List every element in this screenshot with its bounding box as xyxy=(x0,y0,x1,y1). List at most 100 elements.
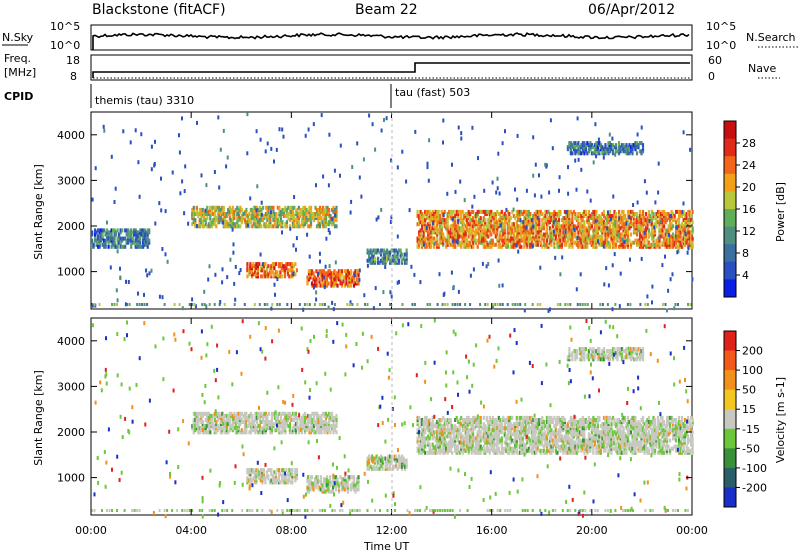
heatmap-cell xyxy=(249,207,252,212)
heatmap-cell xyxy=(459,303,462,306)
heatmap-cell xyxy=(577,157,580,162)
heatmap-cell xyxy=(330,413,334,418)
heatmap-cell xyxy=(556,224,559,229)
heatmap-cell xyxy=(283,476,286,481)
heatmap-cell xyxy=(251,224,254,229)
heatmap-cell xyxy=(273,282,276,287)
heatmap-cell xyxy=(333,275,336,280)
heatmap-cell xyxy=(619,226,622,231)
heatmap-cell xyxy=(101,228,104,233)
heatmap-cell xyxy=(275,220,278,225)
heatmap-cell xyxy=(389,252,392,257)
heatmap-cell xyxy=(656,220,660,225)
heatmap-cell xyxy=(611,216,615,221)
heatmap-cell xyxy=(264,411,267,416)
heatmap-cell xyxy=(246,478,249,483)
heatmap-cell xyxy=(457,232,460,237)
heatmap-cell xyxy=(672,236,675,241)
heatmap-cell xyxy=(280,262,283,267)
heatmap-cell xyxy=(626,209,630,214)
heatmap-cell xyxy=(443,222,446,227)
heatmap-cell xyxy=(343,481,347,486)
heatmap-cell xyxy=(125,279,127,284)
heatmap-cell xyxy=(563,224,566,229)
heatmap-cell xyxy=(629,242,633,247)
heatmap-cell xyxy=(599,145,602,150)
heatmap-cell xyxy=(664,240,667,245)
heatmap-cell xyxy=(113,228,116,233)
heatmap-cell xyxy=(461,236,464,241)
heatmap-cell xyxy=(230,426,233,431)
heatmap-cell xyxy=(512,232,515,237)
heatmap-cell xyxy=(308,224,311,229)
heatmap-cell xyxy=(646,242,649,247)
heatmap-cell xyxy=(466,216,469,221)
heatmap-cell xyxy=(248,224,251,229)
heatmap-cell xyxy=(319,273,323,278)
heatmap-cell xyxy=(593,226,596,231)
heatmap-cell xyxy=(299,207,302,212)
heatmap-cell xyxy=(234,222,237,227)
heatmap-cell xyxy=(516,303,519,306)
heatmap-cell xyxy=(251,426,254,431)
heatmap-cell xyxy=(243,218,246,223)
heatmap-cell xyxy=(110,240,113,245)
heatmap-cell xyxy=(497,224,500,229)
heatmap-cell xyxy=(309,413,313,418)
heatmap-cell xyxy=(493,242,496,247)
heatmap-cell xyxy=(280,474,283,479)
heatmap-cell xyxy=(321,220,325,225)
heatmap-cell xyxy=(583,145,586,150)
heatmap-cell xyxy=(384,256,387,261)
heatmap-cell xyxy=(401,260,404,265)
heatmap-cell xyxy=(664,228,667,233)
heatmap-cell xyxy=(321,420,325,424)
heatmap-cell xyxy=(577,141,580,146)
heatmap-cell xyxy=(284,413,287,418)
heatmap-cell xyxy=(258,474,261,479)
heatmap-cell xyxy=(643,242,646,247)
heatmap-cell xyxy=(297,220,300,225)
heatmap-cell xyxy=(610,214,613,218)
heatmap-cell xyxy=(326,212,329,216)
heatmap-cell xyxy=(269,426,272,431)
heatmap-cell xyxy=(110,228,113,233)
heatmap-cell xyxy=(464,242,467,247)
heatmap-cell xyxy=(293,424,296,429)
heatmap-cell xyxy=(461,228,464,233)
heatmap-cell xyxy=(233,224,236,229)
heatmap-cell xyxy=(219,430,222,435)
heatmap-cell xyxy=(124,244,127,249)
heatmap-cell xyxy=(463,228,466,233)
heatmap-cell xyxy=(445,422,448,427)
heatmap-cell xyxy=(355,487,359,492)
heatmap-cell xyxy=(611,214,615,218)
heatmap-cell xyxy=(446,430,449,435)
heatmap-cell xyxy=(232,242,235,247)
heatmap-cell xyxy=(451,224,454,229)
heatmap-cell xyxy=(133,240,136,245)
heatmap-cell xyxy=(273,478,276,483)
heatmap-cell xyxy=(659,234,663,239)
heatmap-cell xyxy=(127,228,130,233)
heatmap-cell xyxy=(309,218,313,223)
heatmap-cell xyxy=(378,456,381,461)
heatmap-cell xyxy=(352,279,356,284)
heatmap-cell xyxy=(109,236,112,241)
heatmap-cell xyxy=(262,468,265,473)
heatmap-cell xyxy=(266,205,269,210)
heatmap-cell xyxy=(431,426,434,431)
heatmap-cell xyxy=(210,413,213,418)
heatmap-cell xyxy=(593,212,596,216)
heatmap-cell xyxy=(294,415,297,420)
heatmap-cell xyxy=(445,238,448,243)
heatmap-cell xyxy=(272,205,275,210)
heatmap-cell xyxy=(449,438,452,443)
heatmap-cell xyxy=(455,228,458,233)
heatmap-cell xyxy=(611,263,614,268)
heatmap-cell xyxy=(280,468,283,473)
heatmap-cell xyxy=(237,426,240,431)
heatmap-cell xyxy=(379,303,381,306)
heatmap-cell xyxy=(550,218,553,223)
heatmap-cell xyxy=(134,240,137,245)
